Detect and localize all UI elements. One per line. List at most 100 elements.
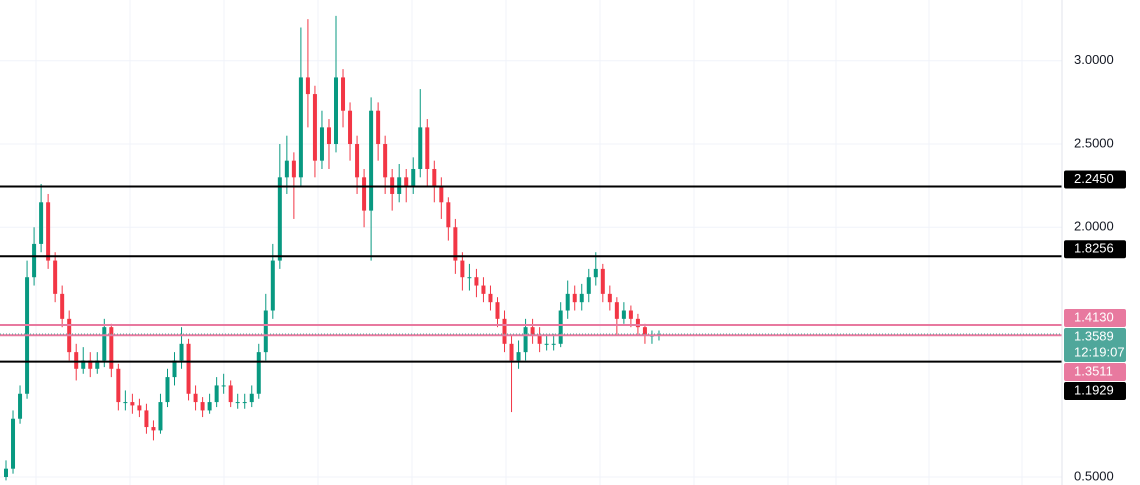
candle-body — [214, 385, 219, 403]
candle-body — [481, 285, 486, 294]
candle-body — [270, 260, 275, 311]
candle-body — [453, 227, 458, 261]
candle-body — [277, 177, 282, 261]
candle-body — [46, 202, 51, 261]
level-label: 1.3511 — [1074, 363, 1113, 378]
candle-body — [158, 402, 163, 431]
candle-body — [200, 402, 205, 411]
candle-body — [488, 293, 493, 303]
candle-body — [291, 160, 296, 178]
candle-body — [474, 277, 479, 286]
candle-body — [635, 318, 640, 328]
candle-body — [341, 77, 346, 111]
candle-body — [81, 360, 86, 369]
candle-body — [509, 343, 514, 361]
candle-body — [572, 293, 577, 303]
candle-body — [18, 393, 23, 419]
candle-body — [411, 168, 416, 186]
level-label: 2.2450 — [1074, 171, 1114, 186]
candle-body — [312, 94, 317, 161]
y-tick-label: 2.0000 — [1074, 219, 1114, 234]
candle-body — [628, 310, 633, 319]
candle-body — [516, 352, 521, 361]
candle-body — [579, 293, 584, 303]
candle-body — [418, 127, 423, 169]
candle-body — [319, 127, 324, 161]
candle-body — [123, 402, 128, 404]
candle-body — [235, 402, 240, 404]
candle-body — [39, 202, 44, 244]
level-label-box — [1064, 309, 1126, 327]
candle-body — [460, 260, 465, 278]
candle-body — [355, 144, 360, 178]
candle-body — [334, 77, 338, 145]
candle-body — [53, 260, 58, 294]
candle-body — [326, 127, 331, 145]
candle-body — [256, 352, 261, 394]
candle-body — [502, 318, 507, 344]
candle-body — [369, 110, 374, 211]
y-tick-label: 0.5000 — [1074, 468, 1114, 483]
candle-body — [116, 368, 121, 403]
current-price-label-box — [1064, 328, 1126, 362]
candle-body — [193, 393, 198, 403]
candle-body — [558, 310, 563, 344]
candle-body — [551, 343, 556, 345]
current-price-label: 1.3589 — [1074, 328, 1114, 343]
candle-body — [284, 160, 289, 178]
current-price-label: 12:19:07 — [1074, 344, 1125, 359]
candle-body — [565, 293, 570, 311]
candle-body — [4, 468, 8, 478]
candle-body — [642, 327, 647, 336]
candle-body — [60, 293, 65, 319]
candle-body — [446, 202, 451, 228]
candle-body — [523, 327, 528, 353]
candle-body — [109, 327, 114, 369]
level-label-box — [1064, 382, 1126, 400]
candle-body — [495, 302, 500, 319]
candle-body — [439, 185, 444, 203]
candle-body — [249, 393, 254, 403]
candle-body — [607, 293, 612, 303]
candle-body — [298, 77, 303, 178]
candle-body — [95, 360, 100, 369]
candle-body — [362, 177, 367, 211]
level-label-box — [1064, 363, 1126, 381]
candle-body — [74, 352, 79, 369]
candle-body — [137, 405, 142, 411]
candle-body — [32, 243, 37, 278]
candle-body — [376, 110, 381, 145]
candle-body — [130, 402, 135, 406]
candle-body — [11, 418, 16, 469]
level-label-box — [1064, 170, 1126, 189]
candle-body — [614, 302, 619, 319]
candle-body — [348, 110, 353, 145]
candle-body — [263, 310, 268, 353]
y-tick-label: 3.0000 — [1074, 52, 1114, 67]
level-label: 1.4130 — [1074, 309, 1114, 324]
candle-body — [242, 402, 247, 404]
candle-body — [228, 385, 233, 403]
candle-body — [305, 77, 310, 95]
candle-body — [537, 335, 542, 344]
candle-body — [425, 127, 430, 169]
candle-body — [586, 277, 591, 294]
candle-body — [467, 277, 472, 279]
candle-body — [221, 385, 226, 387]
candle-body — [207, 402, 212, 411]
candle-body — [404, 177, 409, 186]
candle-body — [172, 360, 177, 378]
level-label: 1.8256 — [1074, 241, 1114, 256]
candle-body — [530, 327, 535, 336]
level-label: 1.1929 — [1074, 382, 1114, 397]
candle-body — [383, 144, 388, 178]
candle-body — [165, 377, 170, 403]
y-tick-label: 2.5000 — [1074, 135, 1114, 150]
candle-body — [186, 343, 191, 394]
level-label-box — [1064, 240, 1126, 259]
candle-body — [88, 360, 93, 369]
candle-body — [102, 327, 107, 361]
candle-body — [179, 343, 184, 361]
